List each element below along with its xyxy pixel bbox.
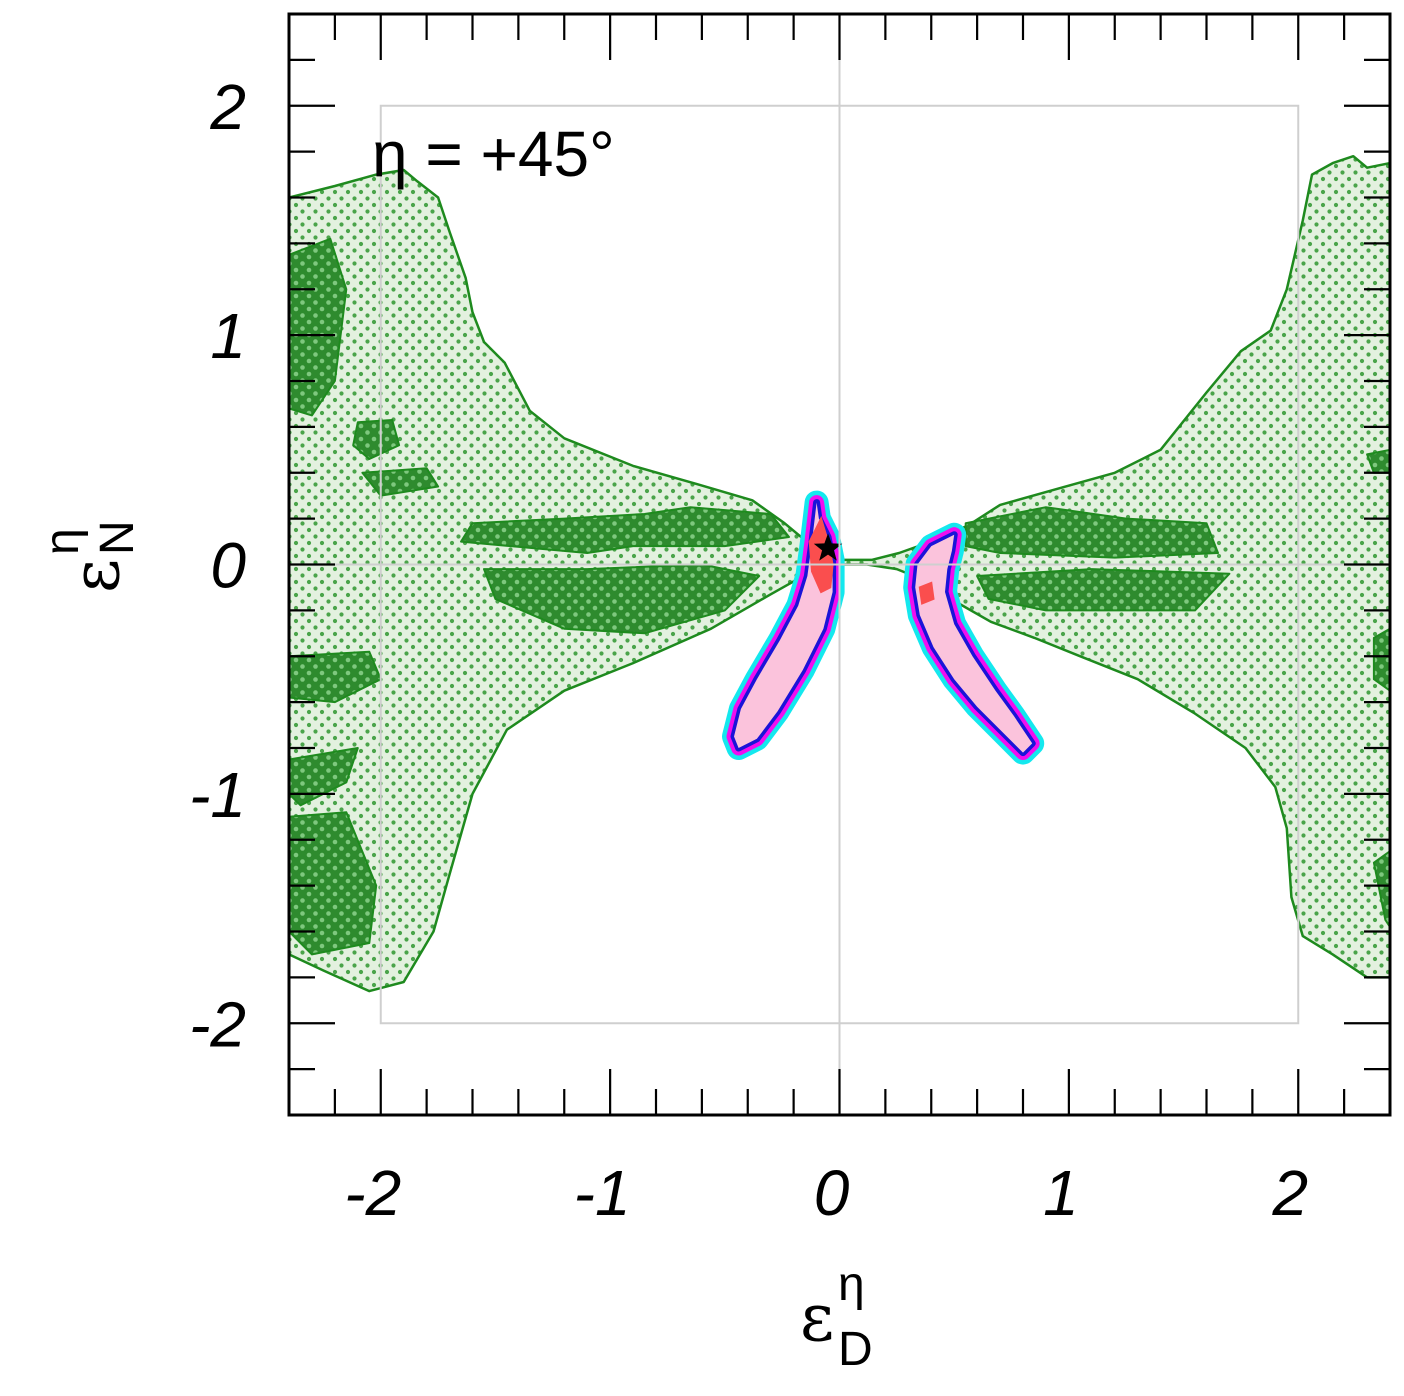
- x-tick-label: 2: [1271, 1157, 1308, 1229]
- x-tick-label: 0: [814, 1157, 850, 1229]
- contour-pink-left: [734, 502, 833, 748]
- green-contour-inner-7: [289, 811, 378, 956]
- y-axis-symbol: ε: [57, 559, 134, 593]
- y-axis-sup: η: [36, 528, 89, 555]
- best-fit-star: [813, 533, 843, 561]
- x-axis-sup: η: [838, 1258, 865, 1311]
- green-contour-inner-9: [976, 568, 1231, 612]
- y-tick-label: 1: [210, 300, 246, 372]
- green-contour-inner-5: [289, 650, 382, 704]
- green-contour-inner-0: [289, 237, 348, 417]
- annotation: η = +45°: [372, 118, 615, 190]
- x-tick-label: 1: [1043, 1157, 1079, 1229]
- y-tick-label: 0: [210, 530, 246, 602]
- green-contour-inner-8: [964, 506, 1219, 559]
- x-axis-symbol: ε: [800, 1279, 834, 1356]
- green-contour-inner-12: [1372, 850, 1390, 928]
- green-contour-inner-4: [483, 563, 761, 635]
- x-tick-label: -2: [344, 1157, 401, 1229]
- y-axis-sub: N: [91, 520, 144, 555]
- green-contour-inner-1: [352, 419, 401, 460]
- green-contour-inner-11: [1372, 627, 1390, 692]
- y-tick-label: 2: [209, 71, 246, 143]
- y-tick-label: -1: [189, 759, 246, 831]
- y-tick-label: -2: [189, 988, 246, 1060]
- contour-pink-right: [915, 534, 1033, 753]
- x-axis-sub: D: [838, 1323, 873, 1376]
- x-tick-label: -1: [574, 1157, 631, 1229]
- x-axis-title: ε η D: [800, 1258, 873, 1376]
- contour-red-right: [918, 581, 935, 605]
- green-contour-inner-3: [460, 506, 790, 554]
- y-axis-title: ε η N: [36, 520, 144, 593]
